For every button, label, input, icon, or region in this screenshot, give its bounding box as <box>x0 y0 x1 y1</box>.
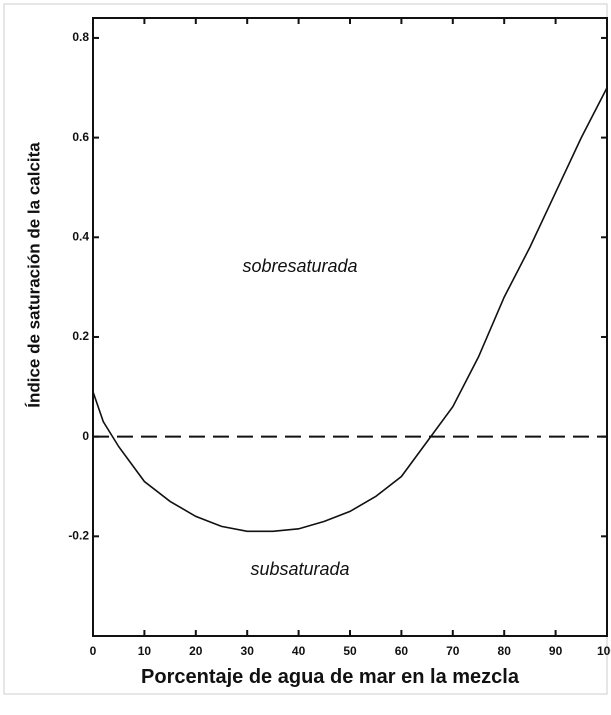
y-axis-label: Índice de saturación de la calcita <box>24 142 43 408</box>
x-tick-label: 90 <box>549 644 563 658</box>
y-tick-label: 0.8 <box>72 30 89 44</box>
x-tick-label: 20 <box>189 644 203 658</box>
annotation: subsaturada <box>250 559 349 579</box>
y-tick-label: -0.2 <box>68 528 89 542</box>
y-tick-label: 0 <box>82 429 89 443</box>
y-tick-label: 0.6 <box>72 130 89 144</box>
y-tick-label: 0.2 <box>72 329 89 343</box>
x-tick-label: 10 <box>138 644 152 658</box>
data-line <box>92 87 608 533</box>
x-tick-label: 70 <box>446 644 460 658</box>
outer-border <box>3 3 608 695</box>
x-tick-label: 100 <box>597 644 611 658</box>
x-tick-label: 60 <box>395 644 409 658</box>
x-tick-label: 50 <box>343 644 357 658</box>
x-axis-label: Porcentaje de agua de mar en la mezcla <box>141 666 519 688</box>
x-tick-label: 80 <box>498 644 512 658</box>
y-tick-label: 0.4 <box>72 229 89 243</box>
x-tick-label: 40 <box>292 644 306 658</box>
x-tick-label: 30 <box>241 644 255 658</box>
annotation: sobresaturada <box>242 256 357 276</box>
x-tick-label: 0 <box>90 644 97 658</box>
plot-frame <box>92 17 608 637</box>
